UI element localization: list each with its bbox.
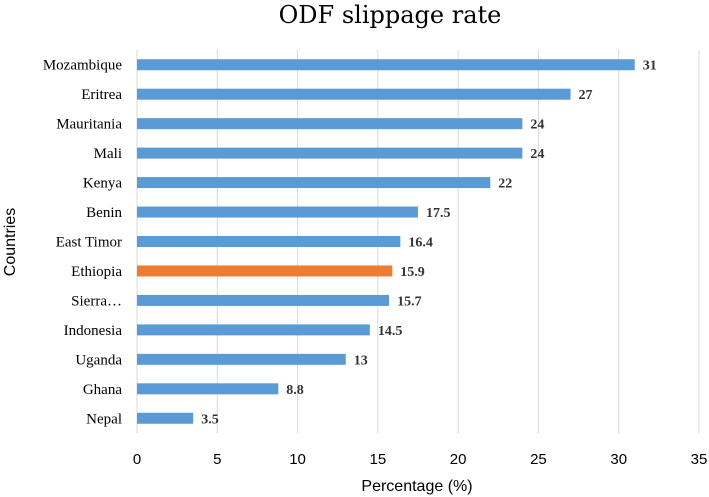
data-labels: 31 27 24 24 22 17.5 16.4 15.9 15.7 14.5 13 8.8 3.5 xyxy=(201,59,657,428)
x-tick-label-5: 5 xyxy=(213,451,221,468)
category-label-mali: Mali xyxy=(94,146,122,162)
x-tick-label-35: 35 xyxy=(691,451,708,468)
x-tick-label-0: 0 xyxy=(133,451,141,468)
bar-kenya xyxy=(137,177,491,189)
data-label-benin: 17.5 xyxy=(426,206,451,221)
data-label-sierra: 15.7 xyxy=(397,294,422,309)
category-label-eritrea: Eritrea xyxy=(81,87,122,103)
x-tick-label-30: 30 xyxy=(610,451,627,468)
y-axis-title: Countries xyxy=(2,208,19,276)
x-axis-title: Percentage (%) xyxy=(361,478,472,495)
data-label-kenya: 22 xyxy=(498,177,512,192)
bar-mauritania xyxy=(137,118,523,130)
data-label-indonesia: 14.5 xyxy=(378,324,403,339)
data-label-mauritania: 24 xyxy=(530,118,544,133)
bar-eritrea xyxy=(137,88,571,100)
category-label-uganda: Uganda xyxy=(75,352,122,368)
x-tick-label-25: 25 xyxy=(530,451,547,468)
bar-benin xyxy=(137,206,418,218)
data-label-mali: 24 xyxy=(530,147,544,162)
category-label-kenya: Kenya xyxy=(83,176,122,192)
category-label-ghana: Ghana xyxy=(83,382,122,398)
data-label-uganda: 13 xyxy=(354,353,368,368)
bar-mali xyxy=(137,147,523,159)
x-tick-label-15: 15 xyxy=(370,451,387,468)
bar-ghana xyxy=(137,383,279,395)
category-label-indonesia: Indonesia xyxy=(64,323,123,339)
bars xyxy=(137,59,635,424)
bar-uganda xyxy=(137,353,346,365)
data-label-east-timor: 16.4 xyxy=(408,236,433,251)
bar-nepal xyxy=(137,412,194,424)
category-label-nepal: Nepal xyxy=(86,411,122,427)
x-tick-label-10: 10 xyxy=(289,451,306,468)
bar-ethiopia xyxy=(137,265,393,277)
bar-east-timor xyxy=(137,236,401,247)
bar-indonesia xyxy=(137,324,370,336)
bar-sierra xyxy=(137,294,390,306)
category-labels: Mozambique Eritrea Mauritania Mali Kenya Beni… xyxy=(43,58,123,428)
x-tick-labels: 0 5 10 15 20 25 30 35 xyxy=(133,451,708,468)
data-label-nepal: 3.5 xyxy=(201,412,219,427)
chart-title: ODF slippage rate xyxy=(279,1,502,29)
category-label-east-timor: East Timor xyxy=(56,235,122,251)
data-label-ethiopia: 15.9 xyxy=(400,265,425,280)
data-label-eritrea: 27 xyxy=(579,88,593,103)
category-label-mauritania: Mauritania xyxy=(56,117,122,133)
x-tick-label-20: 20 xyxy=(450,451,467,468)
category-label-sierra: Sierra… xyxy=(71,293,122,309)
bar-mozambique xyxy=(137,59,635,71)
data-label-ghana: 8.8 xyxy=(286,383,304,398)
data-label-mozambique: 31 xyxy=(643,59,657,74)
category-label-mozambique: Mozambique xyxy=(43,58,122,74)
category-label-ethiopia: Ethiopia xyxy=(71,264,122,280)
category-label-benin: Benin xyxy=(86,205,122,221)
